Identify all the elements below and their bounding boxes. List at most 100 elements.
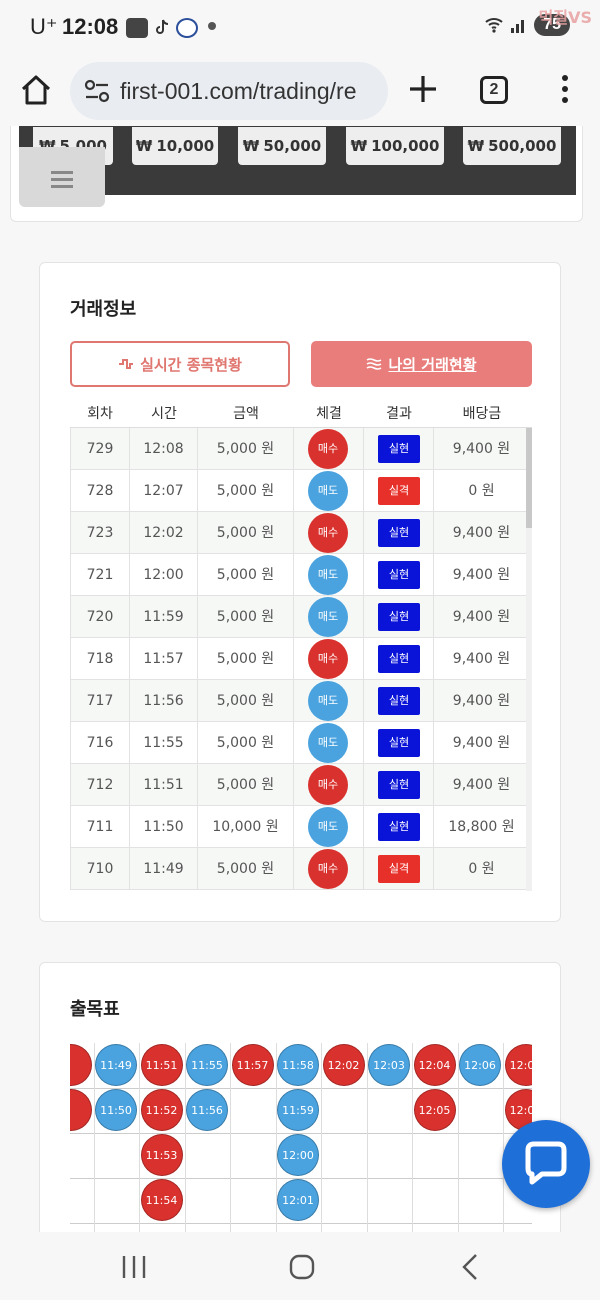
sell-badge: 매도 [308,807,348,847]
wifi-icon [485,18,503,33]
sell-badge: 매도 [308,555,348,595]
table-row[interactable]: 716 11:55 5,000 원 매도 실현 9,400 원 [70,722,530,764]
app-notification-icon [176,18,198,38]
address-bar[interactable]: first-001.com/trading/re [70,62,388,120]
new-tab-icon[interactable] [404,70,442,108]
win-badge: 실현 [378,603,420,631]
header-amount: 금액 [233,406,259,422]
time-cell: 11:59 [130,596,198,638]
sell-badge: 매도 [308,471,348,511]
time-cell: 12:00 [130,554,198,596]
outcome-buy-marker: 11:53 [140,1134,183,1176]
win-badge: 실현 [378,519,420,547]
tab-live-status[interactable]: 실시간 종목현황 [70,341,290,387]
table-row[interactable]: 710 11:49 5,000 원 매수 실격 0 원 [70,848,530,890]
table-row[interactable]: 728 12:07 5,000 원 매도 실격 0 원 [70,470,530,512]
payout-cell: 0 원 [434,470,530,512]
round-cell: 721 [70,554,130,596]
outcome-sell-marker: 11:50 [95,1089,137,1131]
amount-cell: 5,000 원 [198,596,294,638]
table-row-partial [70,890,530,891]
payout-cell: 0 원 [434,848,530,890]
more-notifications-dot [208,22,216,30]
won-icon: ₩ [350,137,368,155]
system-navigation-bar [0,1232,600,1300]
amount-cell: 5,000 원 [198,470,294,512]
watermark-logo: 먹질VS [538,8,592,27]
outcome-grid: 11:49 11:50 11:51 11:52 11:53 11:54 11:55 11:56… [70,1043,532,1232]
trade-table[interactable]: 710 11:49 5,000 원 매수 실격 0 원 711 11:50 10,000 원 매도… [70,427,532,891]
grid-line [321,1043,322,1232]
outcome-sell-marker: 12:03 [368,1044,410,1086]
sell-badge: 매도 [308,681,348,721]
table-row[interactable]: 729 12:08 5,000 원 매수 실현 9,400 원 [70,428,530,470]
table-row[interactable]: 712 11:51 5,000 원 매수 실현 9,400 원 [70,764,530,806]
win-badge: 실현 [378,771,420,799]
header-payout: 배당금 [462,406,502,422]
amount-button-500000[interactable]: ₩500,000 [463,127,561,165]
result-cell: 실현 [364,638,434,680]
win-badge: 실현 [378,435,420,463]
outcome-sell-marker: 11:49 [95,1044,137,1086]
table-scrollbar[interactable] [526,428,532,891]
result-cell: 실현 [364,806,434,848]
amount-label: 500,000 [488,137,557,155]
battery-indicator: 75 [534,14,570,36]
round-cell: 723 [70,512,130,554]
panel-menu-icon[interactable] [19,147,105,207]
won-icon: ₩ [135,137,153,155]
home-nav-icon[interactable] [282,1252,322,1282]
grid-line [70,1088,532,1089]
outcome-sell-marker: 11:56 [186,1089,228,1131]
recent-apps-icon[interactable] [114,1252,154,1282]
time-cell: 11:51 [130,764,198,806]
payout-cell: 9,400 원 [434,428,530,470]
tab-my-trades[interactable]: 나의 거래현황 [311,341,532,387]
table-row[interactable]: 721 12:00 5,000 원 매도 실현 9,400 원 [70,554,530,596]
time-cell: 12:07 [130,470,198,512]
round-cell: 718 [70,638,130,680]
table-row[interactable]: 720 11:59 5,000 원 매도 실현 9,400 원 [70,596,530,638]
amount-button-50000[interactable]: ₩50,000 [238,127,326,165]
amount-cell: 5,000 원 [198,764,294,806]
header-side: 체결 [316,406,342,422]
table-scroll-thumb[interactable] [526,428,532,528]
amount-button-10000[interactable]: ₩10,000 [132,127,218,165]
table-row[interactable]: 723 12:02 5,000 원 매수 실현 9,400 원 [70,512,530,554]
win-badge: 실현 [378,645,420,673]
outcome-board-card: 출목표 11:49 11:50 11:51 11:52 11:53 11:54 11:55 1… [39,962,561,1232]
header-result: 결과 [386,406,412,422]
amount-button-100000[interactable]: ₩100,000 [346,127,444,165]
side-cell: 매도 [294,470,364,512]
amount-cell: 5,000 원 [198,554,294,596]
side-cell: 매수 [294,764,364,806]
tab-switcher-button[interactable]: 2 [480,76,508,104]
result-cell: 실현 [364,764,434,806]
grid-line [230,1043,231,1232]
back-nav-icon[interactable] [450,1252,490,1282]
table-row[interactable]: 718 11:57 5,000 원 매수 실현 9,400 원 [70,638,530,680]
table-row[interactable]: 717 11:56 5,000 원 매도 실현 9,400 원 [70,680,530,722]
grid-line [184,1043,186,1232]
site-settings-icon[interactable] [82,76,112,106]
tab-live-label: 실시간 종목현황 [140,355,242,374]
side-cell: 매도 [294,554,364,596]
side-cell: 매수 [294,638,364,680]
outcome-sell-marker: 12:00 [277,1134,319,1176]
time-cell: 11:57 [130,638,198,680]
trade-info-title: 거래정보 [70,299,137,320]
more-menu-icon[interactable] [558,72,572,108]
payout-cell: 9,400 원 [434,638,530,680]
amount-cell: 5,000 원 [198,722,294,764]
round-cell: 720 [70,596,130,638]
amount-cell: 5,000 원 [198,680,294,722]
home-icon[interactable] [18,72,54,108]
amount-label: 50,000 [263,137,322,155]
side-cell: 매수 [294,512,364,554]
chat-button[interactable] [502,1120,590,1208]
lose-badge: 실격 [378,855,420,883]
time-cell: 11:56 [130,680,198,722]
round-cell: 729 [70,428,130,470]
table-row[interactable]: 711 11:50 10,000 원 매도 실현 18,800 원 [70,806,530,848]
outcome-buy-marker: 12:05 [413,1089,456,1131]
